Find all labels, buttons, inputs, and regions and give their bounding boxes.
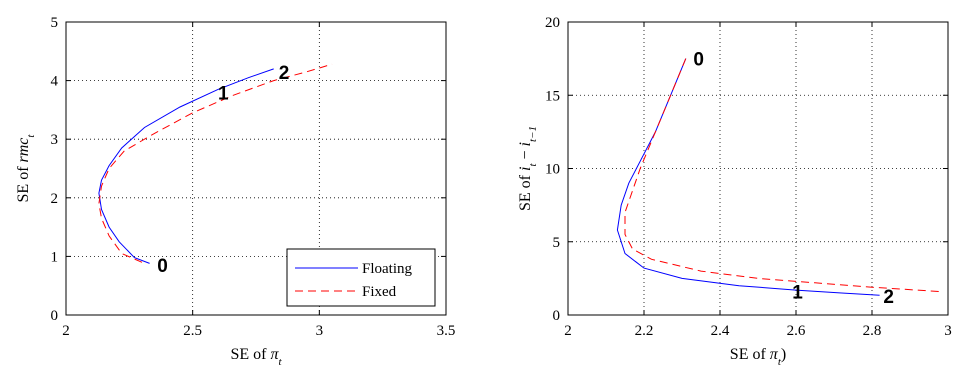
x-tick-label: 2.4 — [711, 323, 730, 339]
series-left — [98, 63, 333, 264]
annotations-right: 0 1 2 — [693, 50, 894, 308]
series-line-floating — [98, 68, 274, 264]
x-tick-label: 3 — [316, 323, 324, 339]
x-axis-label-left: SE of πt — [230, 346, 282, 368]
y-tick-label: 0 — [553, 308, 561, 324]
point-label: 2 — [883, 287, 894, 308]
legend: Floating Fixed — [286, 248, 436, 307]
series-line-fixed — [98, 63, 333, 263]
chart-right: 2 2.2 2.4 2.6 2.8 3 0 5 10 15 20 0 1 2 SE of πt) SE … — [517, 15, 952, 368]
annotations-left: 0 1 2 — [157, 63, 289, 277]
x-tick-label: 2.5 — [183, 323, 202, 339]
y-tick-label: 5 — [51, 15, 59, 31]
point-label: 2 — [279, 63, 290, 84]
legend-box — [286, 248, 436, 307]
x-tick-label: 2.6 — [787, 323, 806, 339]
y-tick-label: 10 — [545, 162, 560, 178]
series-line-floating — [616, 58, 880, 296]
point-label: 1 — [218, 83, 229, 104]
x-tick-label: 2 — [564, 323, 572, 339]
y-tick-label: 4 — [51, 74, 59, 90]
grid-right — [567, 21, 949, 316]
y-tick-label: 1 — [51, 249, 59, 265]
series-right — [616, 58, 941, 296]
y-tick-label: 20 — [545, 15, 560, 31]
ticks-left: 2 2.5 3 3.5 0 1 2 3 4 5 — [51, 15, 456, 339]
point-label: 0 — [157, 256, 168, 277]
plot-frame-left — [65, 21, 447, 316]
y-tick-label: 3 — [51, 132, 59, 148]
y-tick-label: 0 — [51, 308, 59, 324]
chart-left: 2 2.5 3 3.5 0 1 2 3 4 5 0 1 2 SE of πt SE of rmct F… — [15, 15, 455, 368]
x-tick-label: 2.2 — [635, 323, 654, 339]
x-tick-label: 2 — [62, 323, 70, 339]
y-tick-label: 5 — [553, 235, 561, 251]
y-tick-label: 15 — [545, 88, 560, 104]
y-axis-label-right: SE of it − it−1 — [517, 126, 539, 211]
point-label: 1 — [792, 283, 803, 304]
series-line-fixed — [624, 58, 941, 293]
x-axis-label-right: SE of πt) — [730, 346, 786, 368]
y-tick-label: 2 — [51, 191, 59, 207]
x-tick-label: 2.8 — [863, 323, 882, 339]
x-tick-label: 3 — [944, 323, 952, 339]
legend-label-floating: Floating — [362, 261, 413, 277]
y-axis-label-left: SE of rmct — [15, 134, 37, 203]
point-label: 0 — [693, 50, 704, 71]
x-tick-label: 3.5 — [437, 323, 456, 339]
legend-label-fixed: Fixed — [362, 284, 397, 300]
